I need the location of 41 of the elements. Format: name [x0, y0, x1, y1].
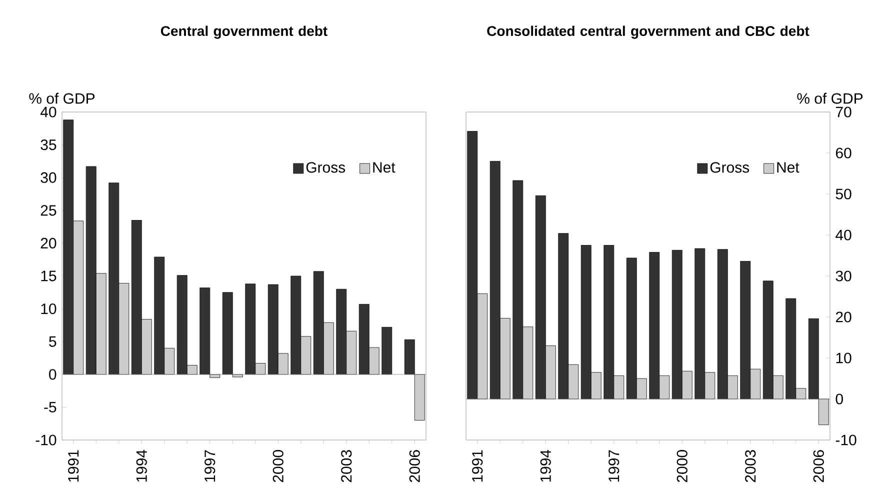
- y-tick-label: -10: [36, 434, 56, 446]
- y-tick-label: 35: [40, 139, 56, 150]
- y-tick-label: -5: [44, 402, 56, 412]
- x-tick-label: 2003: [341, 450, 352, 482]
- y-tick-label: 40: [40, 106, 56, 118]
- y2-tick-label: 10: [836, 352, 852, 364]
- x-tick-label: 2006: [813, 450, 824, 482]
- x-tick-label: 1997: [608, 450, 620, 482]
- y2-tick-label: 30: [836, 270, 852, 282]
- y2-tick-label: -10: [836, 434, 856, 446]
- legend-label: Net: [373, 162, 396, 173]
- legend-label: Gross: [710, 162, 750, 173]
- y-tick-label: 30: [40, 172, 56, 183]
- x-tick-label: 1997: [204, 450, 216, 482]
- chart-title: Central government debt: [160, 26, 328, 39]
- y2-tick-label: 40: [836, 230, 852, 240]
- x-tick-label: 1994: [136, 450, 147, 482]
- y-tick-label: 20: [40, 238, 56, 249]
- legend-label: Gross: [306, 162, 346, 173]
- y-tick-label: 25: [40, 205, 56, 216]
- bar: [382, 326, 392, 375]
- y2-tick-label: 0: [836, 394, 843, 404]
- x-tick-label: 2003: [745, 450, 756, 482]
- x-tick-label: 1991: [472, 450, 483, 482]
- x-tick-label: 1991: [68, 450, 79, 482]
- y2-tick-label: 20: [836, 312, 852, 322]
- y-tick-label: 10: [41, 303, 56, 314]
- y-tick-label: 5: [49, 336, 56, 347]
- y2-tick-label: 70: [836, 106, 852, 118]
- x-tick-label: 2006: [409, 450, 420, 482]
- x-tick-label: 2000: [676, 450, 688, 482]
- y2-tick-label: 50: [836, 188, 852, 200]
- x-tick-label: 1994: [540, 450, 551, 482]
- y-tick-label: 0: [49, 369, 56, 380]
- y-axis-title: % of GDP: [29, 92, 95, 104]
- chart-title: Consolidated central government and CBC debt: [487, 26, 810, 39]
- x-tick-label: 2000: [272, 450, 284, 482]
- y2-axis-title: % of GDP: [797, 92, 863, 104]
- y2-tick-label: 60: [836, 148, 852, 158]
- y-tick-label: 15: [41, 270, 56, 282]
- legend-label: Net: [777, 162, 800, 173]
